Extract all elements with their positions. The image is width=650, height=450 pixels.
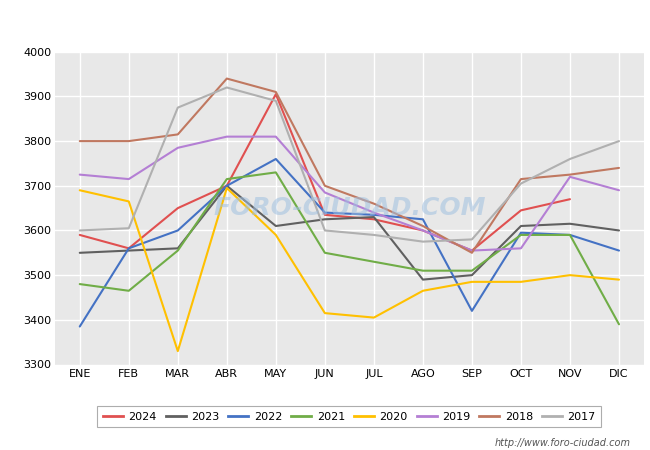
Text: Afiliados en Cehegín a 30/11/2024: Afiliados en Cehegín a 30/11/2024 [170,14,480,33]
Text: FORO-CIUDAD.COM: FORO-CIUDAD.COM [213,196,486,220]
Text: http://www.foro-ciudad.com: http://www.foro-ciudad.com [495,438,630,448]
Legend: 2024, 2023, 2022, 2021, 2020, 2019, 2018, 2017: 2024, 2023, 2022, 2021, 2020, 2019, 2018… [98,406,601,427]
